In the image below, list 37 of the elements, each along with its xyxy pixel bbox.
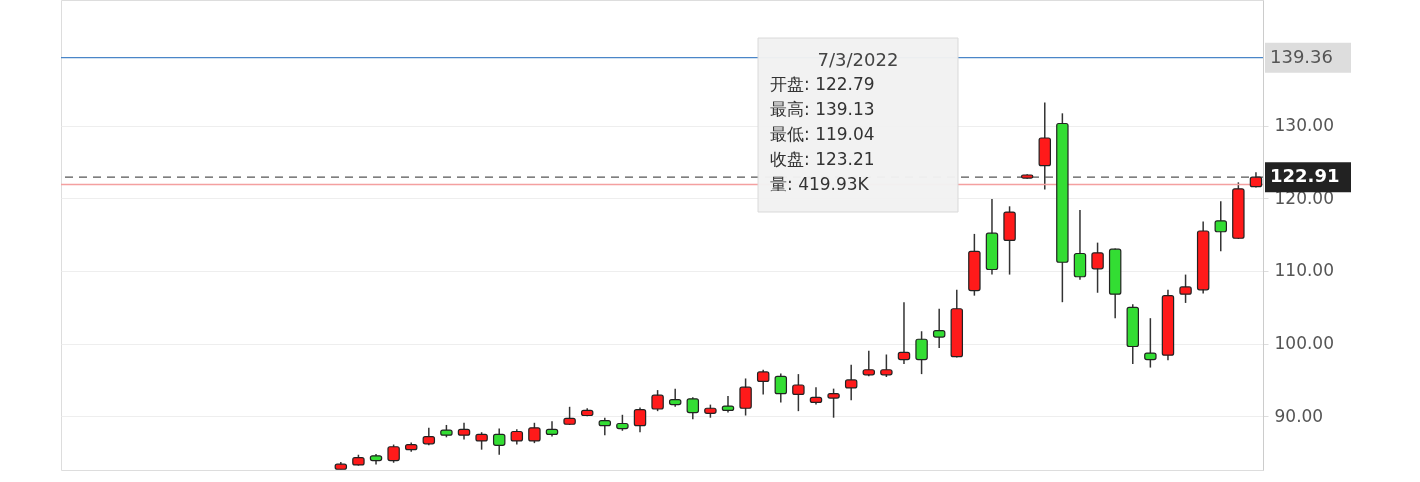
candlestick bbox=[1214, 200, 1227, 253]
candlestick bbox=[844, 363, 858, 402]
candlestick bbox=[1144, 317, 1157, 369]
annotation: 最高: 139.13 bbox=[770, 99, 875, 119]
annotation: 开盘: 122.79 bbox=[770, 74, 875, 94]
candlestick bbox=[792, 373, 805, 412]
candlestick bbox=[756, 369, 770, 396]
y-tick-label: 110.00 bbox=[1274, 260, 1334, 281]
candlestick bbox=[862, 350, 876, 378]
candlestick bbox=[492, 427, 506, 456]
annotation: 收盘: 123.21 bbox=[770, 149, 875, 169]
candlestick bbox=[633, 406, 647, 433]
ref-line-label: 122.91 bbox=[1270, 165, 1340, 187]
candlestick bbox=[1073, 209, 1087, 281]
annotation: 最低: 119.04 bbox=[770, 124, 875, 144]
candlestick bbox=[387, 443, 400, 464]
ref-line-label: 139.36 bbox=[1270, 45, 1333, 67]
candlestick bbox=[563, 406, 576, 426]
candlestick bbox=[1179, 273, 1192, 304]
candlestick bbox=[880, 353, 893, 378]
candlestick bbox=[651, 389, 664, 412]
candlestick bbox=[528, 422, 541, 444]
candlestick bbox=[827, 387, 840, 419]
candlestick bbox=[915, 330, 928, 375]
candlestick bbox=[897, 301, 911, 365]
candlestick bbox=[668, 387, 682, 408]
candlestick bbox=[1091, 241, 1104, 294]
annotation: 7/3/2022 bbox=[817, 49, 899, 70]
y-tick-label: 90.00 bbox=[1274, 405, 1324, 426]
candlestick bbox=[932, 307, 946, 349]
candlestick bbox=[686, 396, 700, 420]
candlestick bbox=[809, 386, 823, 406]
annotation: 量: 419.93K bbox=[770, 174, 870, 194]
candlestick bbox=[774, 372, 788, 404]
y-tick-label: 100.00 bbox=[1274, 333, 1334, 354]
candlestick bbox=[739, 377, 752, 417]
y-tick-label: 130.00 bbox=[1274, 115, 1334, 136]
